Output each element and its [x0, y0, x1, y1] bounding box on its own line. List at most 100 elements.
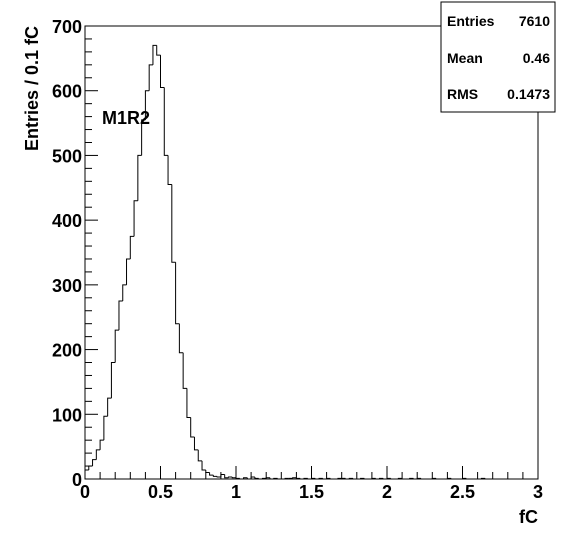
histogram-bin: [163, 87, 169, 156]
stats-entries-value: 7610: [519, 13, 550, 29]
x-tick-label: 2: [382, 482, 392, 502]
x-tick-label: 0: [80, 482, 90, 502]
histogram-bin: [141, 119, 146, 156]
histogram-bin: [484, 478, 489, 480]
histogram-bin: [412, 478, 418, 480]
histogram-bin: [314, 478, 320, 480]
histogram-bin: [224, 474, 229, 479]
axis-ticks: [84, 25, 539, 480]
histogram-bins: [84, 44, 538, 480]
histogram-bin: [284, 477, 289, 479]
histogram-bin: [171, 184, 176, 263]
histogram-bin: [107, 397, 112, 417]
histogram-bin: [360, 477, 365, 479]
histogram-bin: [329, 478, 335, 480]
histogram-bin: [307, 478, 312, 480]
histogram-bin: [144, 90, 150, 120]
histogram-bin: [348, 477, 354, 479]
histogram-bin: [465, 478, 471, 480]
histogram-bin: [190, 417, 195, 438]
histogram-bin: [258, 478, 263, 480]
histogram-bin: [231, 477, 236, 479]
histogram-bin: [450, 478, 455, 480]
histogram-bin: [277, 478, 282, 480]
histogram-bin: [322, 478, 327, 480]
histogram-bin: [152, 44, 157, 65]
histogram-bin: [382, 478, 387, 480]
histogram-bin: [156, 45, 161, 56]
x-tick-labels: 0 0.5 1 1.5 2 2.5 3: [80, 482, 543, 502]
histogram-bin: [344, 478, 350, 480]
histogram-bin: [118, 300, 123, 331]
histogram-bin: [337, 477, 342, 479]
histogram-bin: [243, 477, 248, 479]
histogram-bin: [103, 415, 108, 441]
histogram-bin: [303, 477, 308, 479]
stats-rms-value: 0.1473: [507, 86, 550, 102]
histogram-bin: [227, 476, 233, 478]
y-tick-label: 200: [52, 341, 82, 361]
histogram-bin: [269, 477, 274, 480]
histogram-bin: [95, 449, 101, 460]
histogram-bin: [193, 436, 199, 451]
histogram-bin: [292, 477, 297, 479]
x-tick-label: 3: [533, 482, 543, 502]
y-tick-label: 700: [52, 17, 82, 37]
histogram-bin: [114, 329, 119, 363]
stats-mean-value: 0.46: [523, 50, 550, 66]
stats-mean-label: Mean: [447, 50, 483, 66]
y-tick-label: 100: [52, 405, 82, 425]
histogram-bin: [352, 478, 357, 480]
histogram-bin: [254, 477, 259, 479]
histogram-bin: [216, 476, 221, 478]
stats-rms-label: RMS: [447, 86, 478, 102]
histogram-bin: [299, 478, 304, 480]
histogram-bin: [122, 284, 127, 302]
histogram-bin: [435, 478, 440, 480]
histogram-bin: [390, 478, 395, 480]
histogram-bin: [318, 477, 323, 479]
x-tick-label: 1: [231, 482, 241, 502]
histogram-bin: [420, 478, 425, 480]
histogram-bin: [160, 55, 165, 88]
histogram-bin: [378, 477, 384, 479]
y-tick-label: 0: [72, 470, 82, 490]
histogram-bin: [129, 235, 135, 259]
histogram-bin: [167, 155, 172, 186]
histogram-bin: [480, 477, 486, 479]
histogram-bin: [209, 472, 214, 476]
histogram-bin: [175, 262, 180, 325]
histogram-bin: [201, 460, 206, 471]
y-tick-label: 600: [52, 82, 82, 102]
stats-box: Entries 7610 Mean 0.46 RMS 0.1473: [440, 1, 556, 113]
y-tick-label: 500: [52, 146, 82, 166]
x-axis-title: fC: [519, 507, 538, 527]
histogram-bin: [246, 477, 252, 480]
y-tick-label: 300: [52, 276, 82, 296]
histogram-bin: [137, 154, 142, 201]
histogram-bin: [99, 439, 104, 450]
y-tick-label: 400: [52, 211, 82, 231]
y-tick-labels: 0 100 200 300 400 500 600 700: [52, 17, 82, 490]
histogram-bin: [261, 477, 267, 479]
x-tick-label: 0.5: [148, 482, 173, 502]
histogram-bin: [397, 477, 403, 479]
histogram-bin: [92, 459, 97, 467]
histogram-bin: [186, 388, 191, 419]
histogram-bin: [273, 477, 278, 479]
histogram-bin: [178, 323, 184, 354]
histogram-bin: [197, 449, 203, 462]
histogram-bin: [363, 478, 369, 480]
stats-entries-label: Entries: [447, 13, 495, 29]
histogram-bin: [409, 477, 414, 479]
histogram-bin: [110, 362, 116, 399]
histogram-bin: [133, 200, 138, 237]
y-axis-title: Entries / 0.1 fC: [22, 26, 42, 151]
histogram-bin: [148, 64, 153, 91]
histogram-bin: [375, 478, 380, 480]
stats-box-frame: [440, 1, 556, 113]
x-tick-label: 1.5: [299, 482, 324, 502]
series-annotation: M1R2: [102, 108, 150, 128]
x-tick-label: 2.5: [450, 482, 475, 502]
